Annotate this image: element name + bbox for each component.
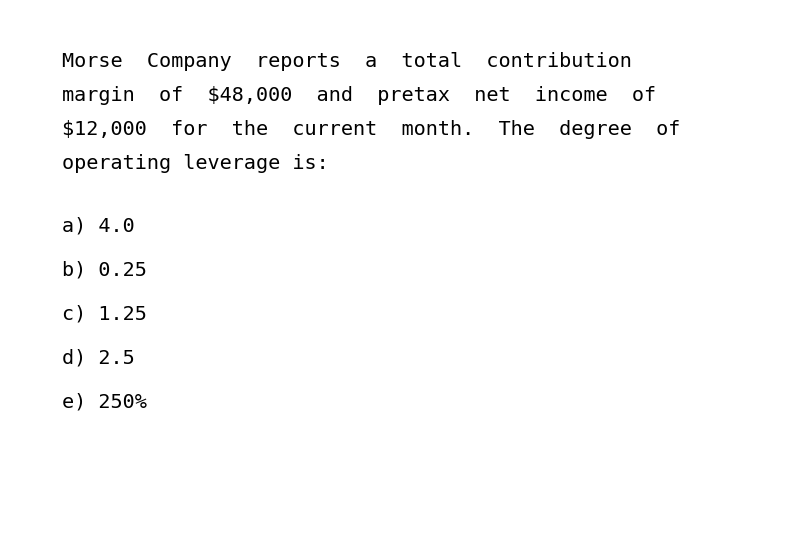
Text: d) 2.5: d) 2.5 <box>62 348 135 367</box>
Text: a) 4.0: a) 4.0 <box>62 216 135 235</box>
Text: margin  of  $48,000  and  pretax  net  income  of: margin of $48,000 and pretax net income … <box>62 86 656 105</box>
Text: Morse  Company  reports  a  total  contribution: Morse Company reports a total contributi… <box>62 52 632 71</box>
Text: e) 250%: e) 250% <box>62 392 147 411</box>
Text: operating leverage is:: operating leverage is: <box>62 154 328 173</box>
Text: $12,000  for  the  current  month.  The  degree  of: $12,000 for the current month. The degre… <box>62 120 681 139</box>
Text: c) 1.25: c) 1.25 <box>62 304 147 323</box>
Text: b) 0.25: b) 0.25 <box>62 260 147 279</box>
